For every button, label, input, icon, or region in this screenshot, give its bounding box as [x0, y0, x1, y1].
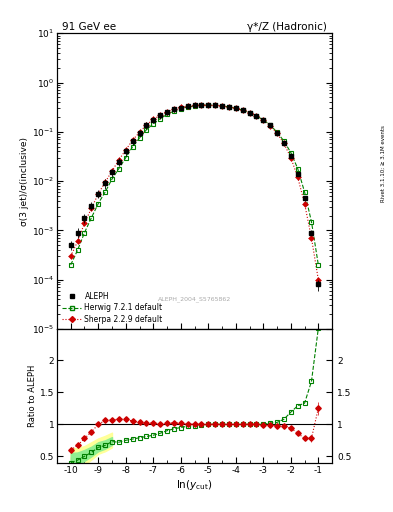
X-axis label: ln($y_{\mathregular{cut}}$): ln($y_{\mathregular{cut}}$): [176, 478, 213, 492]
Legend: ALEPH, Herwig 7.2.1 default, Sherpa 2.2.9 default: ALEPH, Herwig 7.2.1 default, Sherpa 2.2.…: [61, 290, 164, 325]
Text: 91 GeV ee: 91 GeV ee: [62, 22, 117, 32]
Text: Rivet 3.1.10; ≥ 3.1M events: Rivet 3.1.10; ≥ 3.1M events: [381, 125, 386, 202]
Text: ALEPH_2004_S5765862: ALEPH_2004_S5765862: [158, 296, 231, 302]
Y-axis label: σ(3 jet)/σ(inclusive): σ(3 jet)/σ(inclusive): [20, 137, 29, 226]
Text: γ*/Z (Hadronic): γ*/Z (Hadronic): [247, 22, 327, 32]
Y-axis label: Ratio to ALEPH: Ratio to ALEPH: [28, 365, 37, 428]
